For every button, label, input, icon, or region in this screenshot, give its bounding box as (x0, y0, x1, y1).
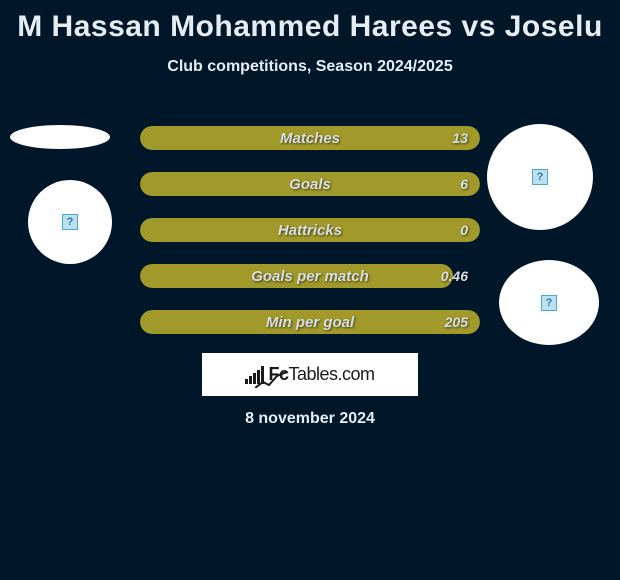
stat-value: 205 (445, 310, 468, 334)
stat-row-mpg: Min per goal 205 (140, 310, 480, 334)
stat-row-matches: Matches 13 (140, 126, 480, 150)
question-icon: ? (541, 295, 557, 311)
stat-value: 0 (460, 218, 468, 242)
question-icon: ? (532, 169, 548, 185)
logo-bars-icon (245, 366, 264, 384)
avatar-placeholder-2: ? (28, 180, 112, 264)
date-text: 8 november 2024 (0, 410, 620, 428)
stat-value: 0.46 (441, 264, 468, 288)
stat-row-hattricks: Hattricks 0 (140, 218, 480, 242)
logo-text: FcTables.com (268, 364, 374, 385)
stat-value: 6 (460, 172, 468, 196)
avatar-placeholder-3: ? (487, 124, 593, 230)
stat-row-goals: Goals 6 (140, 172, 480, 196)
stat-row-gpm: Goals per match 0.46 (140, 264, 480, 288)
stat-label: Matches (140, 126, 480, 150)
comparison-subtitle: Club competitions, Season 2024/2025 (0, 58, 620, 76)
fctables-logo: FcTables.com (202, 353, 418, 396)
stat-label: Goals per match (140, 264, 480, 288)
stat-label: Hattricks (140, 218, 480, 242)
stat-label: Min per goal (140, 310, 480, 334)
stat-value: 13 (452, 126, 468, 150)
question-icon: ? (62, 214, 78, 230)
comparison-title: M Hassan Mohammed Harees vs Joselu (0, 0, 620, 44)
avatar-placeholder-1 (10, 125, 110, 149)
avatar-placeholder-4: ? (499, 260, 599, 345)
stat-label: Goals (140, 172, 480, 196)
